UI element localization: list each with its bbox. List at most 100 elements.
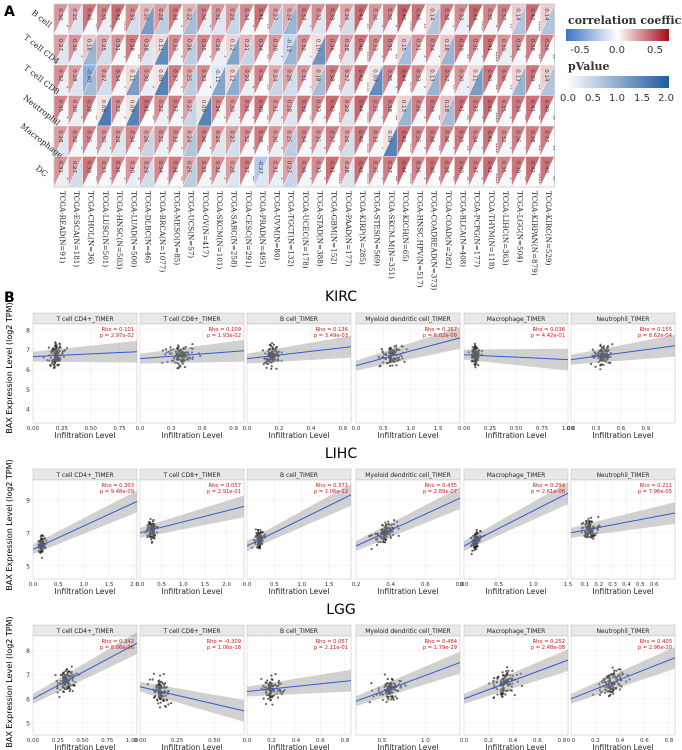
scatter-point xyxy=(467,351,470,354)
heatmap-cell-value: 0.30 xyxy=(271,39,277,52)
scatter-point xyxy=(146,534,149,537)
heatmap-cell-significance: ** xyxy=(92,23,98,29)
heatmap-column-label: TCGA-OV(N=417) xyxy=(201,191,210,257)
scatter-point xyxy=(473,548,476,552)
heatmap-cell-value: -0.19 xyxy=(286,38,292,53)
heatmap-cell-significance: * xyxy=(163,116,169,119)
heatmap-cell-value: 0.38 xyxy=(329,69,335,82)
scatter-point xyxy=(609,352,612,355)
heatmap-column-label: TCGA-LUAD(N=500) xyxy=(129,191,138,268)
scatter-point xyxy=(471,549,474,552)
scatter-point xyxy=(61,672,65,675)
rho-label: Rho = 0.057 xyxy=(208,483,241,489)
heatmap-cell-significance: **** xyxy=(363,82,369,93)
kirc-y-axis-title: BAX Expression Level (log2 TPM) xyxy=(5,302,14,433)
confidence-band xyxy=(571,334,675,365)
scatter-point xyxy=(605,350,608,354)
x-tick-label: 0.00 xyxy=(27,426,40,432)
heatmap-cell-value: 0.25 xyxy=(186,69,192,82)
scatter-point xyxy=(46,359,49,362)
scatter-point xyxy=(280,359,283,362)
scatter-point xyxy=(379,540,382,544)
heatmap-cell-value: 0.44 xyxy=(472,8,478,21)
scatter-point xyxy=(510,689,513,692)
scatter-point xyxy=(388,532,392,535)
heatmap-cell-value: 0.26 xyxy=(343,130,349,143)
heatmap-cell-value: 0.18 xyxy=(314,69,320,82)
scatter-point xyxy=(275,345,279,349)
heatmap-cell-value: 0.41 xyxy=(257,8,263,20)
scatter-point xyxy=(597,515,600,518)
heatmap-cell-significance: * xyxy=(449,147,455,150)
x-axis-title: Infiltration Level xyxy=(55,431,116,440)
heatmap-cell-value: 0.37 xyxy=(472,100,478,113)
scatter-point xyxy=(607,348,610,352)
x-tick-label: 0.50 xyxy=(85,426,98,432)
heatmap-cell-value: 0.12 xyxy=(228,69,234,81)
heatmap-cell-value: 0.11 xyxy=(157,39,163,51)
scatter-point xyxy=(477,364,480,367)
heatmap-cell-significance: ** xyxy=(335,145,341,151)
heatmap-column-label: TCGA-CHOL(N=36) xyxy=(86,191,95,264)
heatmap-cell-significance: * xyxy=(149,86,155,89)
scatter-point xyxy=(392,523,396,526)
heatmap-cell-significance: ** xyxy=(449,176,455,182)
scatter-point xyxy=(61,350,64,353)
scatter-point xyxy=(264,352,267,355)
heatmap-cell-significance: * xyxy=(335,25,341,28)
heatmap-cell-significance: * xyxy=(278,177,284,180)
heatmap-cell-significance: * xyxy=(478,116,484,119)
p-value-label: p = 2.48e-08 xyxy=(531,645,565,651)
heatmap-cell-value: 0.35 xyxy=(486,8,492,21)
scatter-point xyxy=(480,349,484,353)
scatter-point xyxy=(177,344,180,347)
scatter-point xyxy=(382,538,386,541)
scatter-point xyxy=(150,541,153,544)
scatter-point xyxy=(191,347,195,350)
y-tick-label: 5 xyxy=(26,720,30,727)
heatmap-cell-value: 0.35 xyxy=(200,161,206,174)
heatmap-cell-value: 0.13 xyxy=(400,100,406,113)
heatmap-legend: correlation coefficient -0.5 0.0 0.5 pVa… xyxy=(560,14,682,104)
heatmap-cell-value: 0.38 xyxy=(429,130,435,143)
heatmap-cell-significance: * xyxy=(492,25,498,28)
heatmap-cell-value: 0.29 xyxy=(143,161,149,174)
heatmap-cell-value: 0.33 xyxy=(171,39,177,52)
x-tick-label: 0.0 xyxy=(460,738,469,744)
scatter-point xyxy=(611,343,614,346)
heatmap-cell-value: 0.36 xyxy=(200,130,206,143)
scatter-point xyxy=(53,362,57,365)
scatter-point xyxy=(266,362,270,365)
scatter-point xyxy=(51,362,54,365)
x-tick-label: 1.0 xyxy=(79,582,88,588)
heatmap-cell-value: 0.36 xyxy=(443,130,449,143)
scatter-point xyxy=(405,348,408,351)
scatter-point xyxy=(401,357,404,360)
scatter-point xyxy=(148,534,151,537)
scatter-point xyxy=(384,521,387,524)
scatter-point xyxy=(271,703,274,706)
heatmap-cell-significance: * xyxy=(206,86,212,89)
heatmap-cell-value: 0.41 xyxy=(486,130,492,142)
scatter-point xyxy=(182,347,185,350)
x-axis-title: Infiltration Level xyxy=(162,587,223,596)
heatmap-cell-value: 0.42 xyxy=(529,161,535,173)
heatmap-cell-significance: ** xyxy=(464,145,470,151)
heatmap-cell-value: 0.37 xyxy=(171,69,177,82)
heatmap-cell-significance: * xyxy=(120,116,126,119)
scatter-point xyxy=(391,533,395,537)
heatmap-cell-value: 0.32 xyxy=(57,69,63,81)
scatter-point xyxy=(172,357,175,360)
heatmap-cell-value: 0.24 xyxy=(286,8,292,21)
scatter-point xyxy=(155,531,159,534)
scatter-point xyxy=(164,348,168,351)
scatter-point xyxy=(271,360,275,363)
heatmap-cell-value: 0.40 xyxy=(85,8,91,21)
heatmap-cell-significance: ** xyxy=(149,115,155,121)
x-axis-title: Infiltration Level xyxy=(269,587,330,596)
heatmap-cell-significance: * xyxy=(278,55,284,58)
